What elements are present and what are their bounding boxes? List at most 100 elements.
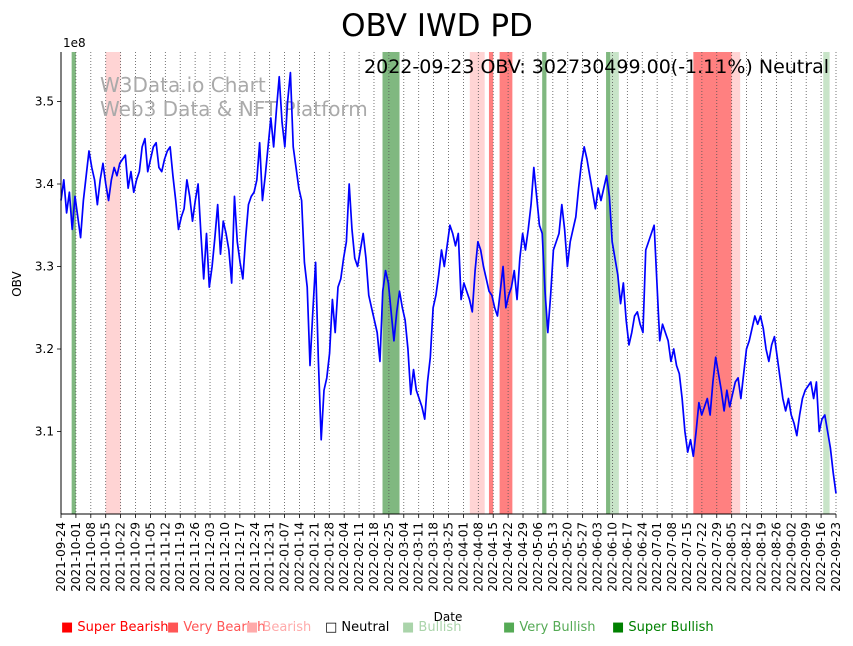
x-tick-label: 2022-07-08 [665, 522, 679, 592]
watermark-line: W3Data.io Chart [100, 73, 266, 97]
x-tick-label: 2021-11-26 [188, 522, 202, 592]
legend-item-very-bullish: ■ Very Bullish [503, 620, 595, 635]
x-tick-label: 2022-06-24 [635, 522, 649, 592]
x-tick-label: 2022-03-25 [442, 522, 456, 592]
legend-label: Super Bearish [77, 620, 169, 635]
x-tick-label: 2021-10-01 [69, 522, 83, 592]
y-axis-label: OBV [10, 270, 24, 296]
legend-item-bullish: ■ Bullish [402, 620, 461, 635]
legend-item-very-bearish: ■ Very Bearish [167, 620, 265, 635]
x-tick-label: 2021-10-15 [99, 522, 113, 592]
legend-swatch-icon: ■ [246, 620, 263, 635]
x-tick-label: 2022-07-29 [710, 522, 724, 592]
x-tick-label: 2022-05-20 [561, 522, 575, 592]
x-tick-label: 2022-07-22 [695, 522, 709, 592]
watermark-line: Web3 Data & NFT Platform [100, 97, 368, 121]
legend-swatch-icon: ■ [503, 620, 520, 635]
x-tick-label: 2022-08-12 [740, 522, 754, 592]
legend-swatch-icon: ■ [402, 620, 419, 635]
x-tick-label: 2022-06-03 [591, 522, 605, 592]
x-tick-label: 2022-04-22 [501, 522, 515, 592]
legend-item-super-bearish: ■ Super Bearish [61, 620, 169, 635]
band-bearish [469, 52, 485, 514]
x-tick-label: 2021-12-03 [203, 522, 217, 592]
band-bearish [731, 52, 741, 514]
x-tick-label: 2022-05-06 [531, 522, 545, 592]
band-bullish [610, 52, 619, 514]
y-tick-label: 3.1 [35, 425, 54, 439]
y-tick-label: 3.3 [35, 260, 54, 274]
legend-swatch-icon: □ [325, 620, 342, 635]
x-tick-label: 2022-09-16 [814, 522, 828, 592]
band-very-bullish [71, 52, 76, 514]
y-tick-label: 3.4 [35, 177, 54, 191]
legend-item-bearish: ■ Bearish [246, 620, 311, 635]
legend-swatch-icon: ■ [61, 620, 78, 635]
legend-label: Very Bearish [183, 620, 266, 635]
x-tick-label: 2022-04-01 [456, 522, 470, 592]
x-tick-label: 2022-02-11 [352, 522, 366, 592]
x-tick-label: 2022-08-05 [725, 522, 739, 592]
legend-label: Very Bullish [519, 620, 596, 635]
x-tick-label: 2022-09-02 [784, 522, 798, 592]
x-axis-label: Date [434, 610, 463, 624]
legend-item-neutral: □ Neutral [325, 620, 389, 635]
x-tick-label: 2022-09-23 [829, 522, 843, 592]
x-tick-label: 2021-11-19 [173, 522, 187, 592]
obv-annotation: 2022-09-23 OBV: 302730499.00(-1.11%) Neu… [364, 56, 829, 78]
x-tick-label: 2021-12-17 [233, 522, 247, 592]
x-tick-label: 2022-02-18 [367, 522, 381, 592]
x-tick-label: 2022-05-27 [576, 522, 590, 592]
x-tick-label: 2022-01-28 [322, 522, 336, 592]
x-tick-label: 2022-04-15 [486, 522, 500, 592]
x-tick-label: 2021-12-24 [248, 522, 262, 592]
x-tick-label: 2021-12-31 [263, 522, 277, 592]
legend-label: Bearish [262, 620, 312, 635]
obv-series [60, 71, 837, 494]
x-tick-label: 2022-05-13 [546, 522, 560, 592]
x-tick-label: 2021-11-05 [143, 522, 157, 592]
x-tick-label: 2022-08-26 [769, 522, 783, 592]
legend-label: Super Bullish [628, 620, 714, 635]
x-tick-label: 2021-09-24 [54, 522, 68, 592]
band-bearish [105, 52, 121, 514]
chart-title: OBV IWD PD [341, 8, 533, 44]
x-tick-label: 2022-06-10 [605, 522, 619, 592]
x-tick-label: 2022-01-21 [307, 522, 321, 592]
x-tick-label: 2021-12-10 [218, 522, 232, 592]
x-tick-label: 2022-07-15 [680, 522, 694, 592]
band-very-bearish [693, 52, 732, 514]
legend-swatch-icon: ■ [612, 620, 629, 635]
x-tick-label: 2022-02-25 [382, 522, 396, 592]
x-tick-label: 2021-10-29 [129, 522, 143, 592]
x-tick-label: 2022-06-17 [620, 522, 634, 592]
band-very-bullish [382, 52, 400, 514]
legend-swatch-icon: ■ [167, 620, 184, 635]
x-tick-label: 2022-01-14 [292, 522, 306, 592]
x-tick-label: 2021-11-12 [158, 522, 172, 592]
chart-text: 2021-09-24 2021-10-01 2021-10-08 2021-10-15… [10, 8, 843, 624]
band-very-bullish [606, 52, 611, 514]
y-tick-label: 3.2 [35, 342, 54, 356]
legend-label: Bullish [418, 620, 462, 635]
x-tick-label: 2021-10-22 [114, 522, 128, 592]
x-tick-label: 2022-08-19 [754, 522, 768, 592]
y-tick-label: 3.5 [35, 95, 54, 109]
band-bullish [823, 52, 830, 514]
band-very-bearish [488, 52, 494, 514]
y-multiplier: 1e8 [63, 36, 86, 50]
x-tick-label: 2022-09-09 [799, 522, 813, 592]
x-tick-label: 2022-03-18 [427, 522, 441, 592]
x-tick-label: 2022-03-04 [397, 522, 411, 592]
band-very-bearish [499, 52, 513, 514]
x-tick-label: 2022-03-11 [412, 522, 426, 592]
x-tick-label: 2021-10-08 [84, 522, 98, 592]
obv-line [60, 71, 837, 494]
legend-label: Neutral [341, 620, 390, 635]
axes [57, 52, 837, 518]
signal-bands [71, 52, 830, 514]
x-tick-label: 2022-07-01 [650, 522, 664, 592]
x-tick-label: 2022-01-07 [278, 522, 292, 592]
